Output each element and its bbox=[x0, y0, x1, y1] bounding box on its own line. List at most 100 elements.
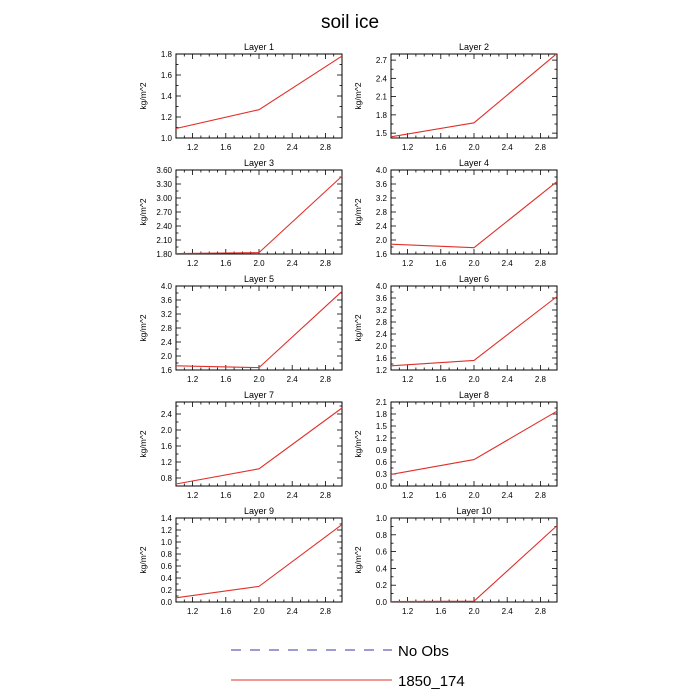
x-tick-label: 2.0 bbox=[253, 375, 265, 384]
x-tick-label: 1.6 bbox=[435, 259, 447, 268]
y-tick-label: 3.00 bbox=[156, 194, 172, 203]
y-tick-label: 3.30 bbox=[156, 180, 172, 189]
y-tick-label: 1.4 bbox=[161, 92, 173, 101]
y-tick-label: 2.40 bbox=[156, 222, 172, 231]
panel-title: Layer 10 bbox=[456, 506, 491, 516]
y-tick-label: 1.6 bbox=[376, 354, 388, 363]
panel-title: Layer 6 bbox=[459, 274, 489, 284]
y-tick-label: 1.2 bbox=[161, 526, 173, 535]
x-tick-label: 2.8 bbox=[535, 143, 547, 152]
y-tick-label: 1.6 bbox=[161, 442, 173, 451]
x-tick-label: 1.6 bbox=[435, 491, 447, 500]
y-tick-label: 1.6 bbox=[161, 71, 173, 80]
series-line-1850-174 bbox=[175, 524, 343, 599]
x-tick-label: 1.2 bbox=[402, 607, 414, 616]
y-tick-label: 1.0 bbox=[161, 134, 173, 143]
x-tick-label: 2.8 bbox=[535, 259, 547, 268]
y-axis-label: kg/m^2 bbox=[353, 198, 363, 225]
panel-layer-6: Layer 6 1.2 1.6 2.0 2.4 2.8 1.2 1.6 2.0 2.4 2.8 3.2… bbox=[353, 274, 558, 384]
y-tick-label: 1.5 bbox=[376, 129, 388, 138]
y-tick-label: 1.0 bbox=[376, 514, 388, 523]
y-axis-label: kg/m^2 bbox=[353, 430, 363, 457]
y-tick-label: 2.1 bbox=[376, 93, 388, 102]
y-tick-label: 0.8 bbox=[376, 531, 388, 540]
legend: No Obs 1850_174 bbox=[231, 643, 465, 690]
y-tick-label: 0.0 bbox=[161, 598, 173, 607]
panel-layer-5: Layer 5 1.2 1.6 2.0 2.4 2.8 1.6 2.0 2.4 2.8 3.2 3.6… bbox=[138, 274, 343, 384]
y-tick-label: 4.0 bbox=[376, 282, 388, 291]
series-line-1850-174 bbox=[175, 55, 343, 130]
y-axis-label: kg/m^2 bbox=[353, 82, 363, 109]
panel-layer-9: Layer 9 1.2 1.6 2.0 2.4 2.8 0.0 0.2 0.4 0.6 0.8 1.0… bbox=[138, 506, 343, 616]
panel-title: Layer 8 bbox=[459, 390, 489, 400]
y-tick-label: 1.80 bbox=[156, 250, 172, 259]
y-axis-label: kg/m^2 bbox=[138, 314, 148, 341]
x-tick-label: 1.2 bbox=[187, 143, 199, 152]
y-tick-label: 0.0 bbox=[376, 598, 388, 607]
legend-label-no-obs: No Obs bbox=[398, 643, 449, 660]
x-tick-label: 1.2 bbox=[402, 375, 414, 384]
y-tick-label: 2.1 bbox=[376, 398, 388, 407]
x-tick-label: 1.6 bbox=[220, 607, 232, 616]
y-tick-label: 3.6 bbox=[376, 294, 388, 303]
y-tick-label: 1.5 bbox=[376, 422, 388, 431]
x-tick-label: 2.0 bbox=[468, 375, 480, 384]
y-tick-label: 1.2 bbox=[376, 366, 388, 375]
plot-frame bbox=[390, 53, 558, 139]
x-tick-label: 2.8 bbox=[535, 491, 547, 500]
x-tick-label: 2.4 bbox=[287, 143, 299, 152]
x-tick-label: 2.0 bbox=[468, 259, 480, 268]
panel-layer-2: Layer 2 1.2 1.6 2.0 2.4 2.8 1.5 1.8 2.1 2.4 2.7 kg/… bbox=[353, 42, 558, 152]
x-tick-label: 1.2 bbox=[187, 375, 199, 384]
y-tick-label: 0.4 bbox=[376, 564, 388, 573]
y-tick-label: 2.0 bbox=[161, 352, 173, 361]
y-tick-label: 0.8 bbox=[161, 550, 173, 559]
x-tick-label: 1.6 bbox=[220, 143, 232, 152]
y-tick-label: 1.8 bbox=[376, 111, 388, 120]
y-tick-label: 3.6 bbox=[161, 296, 173, 305]
y-tick-label: 0.4 bbox=[161, 574, 173, 583]
panel-title: Layer 5 bbox=[244, 274, 274, 284]
panel-title: Layer 7 bbox=[244, 390, 274, 400]
x-tick-label: 2.8 bbox=[320, 375, 332, 384]
y-tick-label: 2.4 bbox=[161, 338, 173, 347]
x-tick-label: 2.0 bbox=[468, 607, 480, 616]
x-tick-label: 2.0 bbox=[253, 607, 265, 616]
x-tick-label: 2.4 bbox=[287, 259, 299, 268]
y-tick-label: 3.2 bbox=[376, 194, 388, 203]
plot-frame bbox=[390, 517, 558, 603]
series-line-1850-174 bbox=[390, 410, 558, 475]
x-tick-label: 2.8 bbox=[320, 607, 332, 616]
y-tick-label: 0.3 bbox=[376, 470, 388, 479]
x-tick-label: 1.2 bbox=[187, 607, 199, 616]
x-tick-label: 2.0 bbox=[253, 259, 265, 268]
y-tick-label: 1.0 bbox=[161, 538, 173, 547]
y-tick-label: 0.2 bbox=[376, 581, 388, 590]
x-tick-label: 2.4 bbox=[502, 491, 514, 500]
panel-title: Layer 4 bbox=[459, 158, 489, 168]
plot-frame bbox=[390, 401, 558, 487]
panel-title: Layer 3 bbox=[244, 158, 274, 168]
series-line-1850-174 bbox=[390, 181, 558, 249]
plot-frame bbox=[175, 517, 343, 603]
series-line-1850-174 bbox=[390, 525, 558, 603]
x-tick-label: 2.0 bbox=[468, 491, 480, 500]
x-tick-label: 1.2 bbox=[187, 259, 199, 268]
y-tick-label: 0.6 bbox=[376, 458, 388, 467]
x-tick-label: 1.2 bbox=[402, 259, 414, 268]
x-tick-label: 2.8 bbox=[535, 375, 547, 384]
x-tick-label: 1.6 bbox=[435, 607, 447, 616]
y-axis-label: kg/m^2 bbox=[138, 198, 148, 225]
panel-layer-4: Layer 4 1.2 1.6 2.0 2.4 2.8 1.6 2.0 2.4 2.8 3.2 3.6… bbox=[353, 158, 558, 268]
y-tick-label: 0.2 bbox=[161, 586, 173, 595]
legend-label-1850-174: 1850_174 bbox=[398, 673, 465, 690]
y-axis-label: kg/m^2 bbox=[138, 430, 148, 457]
y-tick-label: 3.2 bbox=[161, 310, 173, 319]
x-tick-label: 1.2 bbox=[402, 491, 414, 500]
y-tick-label: 3.2 bbox=[376, 306, 388, 315]
x-tick-label: 1.2 bbox=[187, 491, 199, 500]
x-tick-label: 2.4 bbox=[502, 375, 514, 384]
y-tick-label: 2.0 bbox=[161, 426, 173, 435]
panel-layer-8: Layer 8 1.2 1.6 2.0 2.4 2.8 0.0 0.3 0.6 0.9 1.2 1.5… bbox=[353, 390, 558, 500]
panel-title: Layer 1 bbox=[244, 42, 274, 52]
